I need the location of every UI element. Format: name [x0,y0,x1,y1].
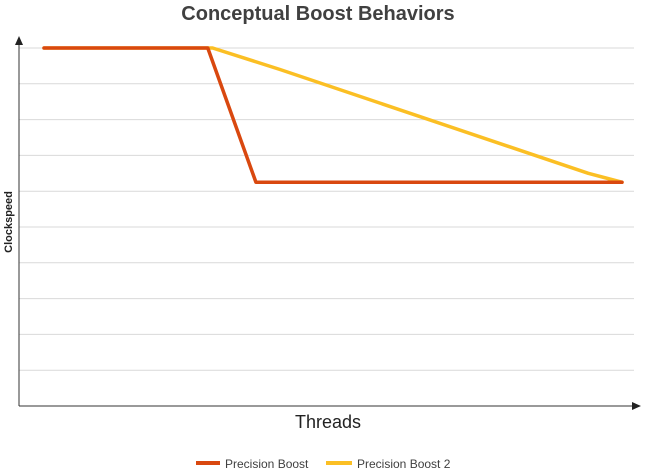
axes [15,36,641,410]
x-axis-arrow [632,402,641,410]
series-line-precision-boost [42,46,624,184]
legend-label-precision-boost: Precision Boost [225,457,309,470]
legend: Precision Boost Precision Boost 2 [196,457,451,470]
x-axis-label: Threads [295,412,361,432]
y-axis-label: Clockspeed [3,191,15,253]
chart-title: Conceptual Boost Behaviors [181,3,454,25]
legend-label-precision-boost-2: Precision Boost 2 [357,457,451,470]
series-line-precision-boost-2 [42,46,624,184]
series-group [42,46,624,184]
grid [19,47,634,371]
y-axis-arrow [15,36,23,45]
